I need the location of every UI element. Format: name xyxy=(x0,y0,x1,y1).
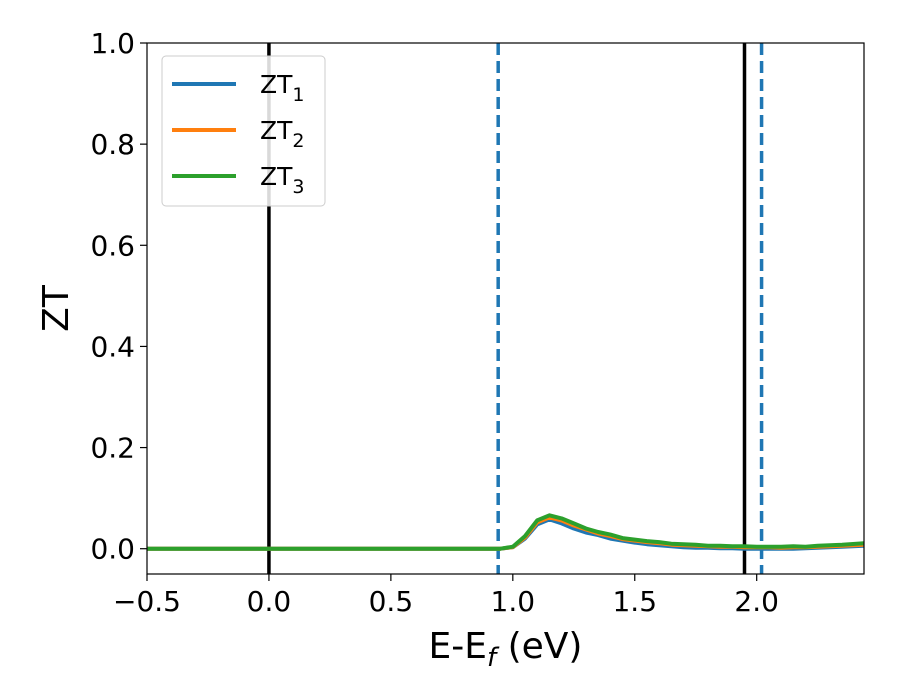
x-tick-label: 0.0 xyxy=(247,585,292,618)
plot-frame xyxy=(146,42,865,575)
y-tick-label: 0.6 xyxy=(90,229,135,262)
legend-label-3: ZT3 xyxy=(260,162,305,198)
series-line-3 xyxy=(147,513,864,551)
series-line-1 xyxy=(147,517,864,551)
y-tick-label: 0.8 xyxy=(90,128,135,161)
x-axis-label: E-Ef (eV) xyxy=(429,626,583,673)
x-tick-label: 1.5 xyxy=(612,585,657,618)
y-tick-label: 1.0 xyxy=(90,27,135,60)
series-line-2 xyxy=(147,515,864,551)
legend-label-2: ZT2 xyxy=(260,116,305,152)
y-tick-label: 0.0 xyxy=(90,533,135,566)
x-tick-label: 2.0 xyxy=(734,585,779,618)
y-axis-label: ZT xyxy=(36,284,77,332)
legend: ZT1 ZT2 ZT3 xyxy=(161,55,326,207)
x-tick-label: 1.0 xyxy=(491,585,536,618)
x-tick-label: 0.5 xyxy=(369,585,414,618)
legend-label-1: ZT1 xyxy=(260,70,305,106)
legend-box xyxy=(161,55,326,207)
x-tick-label: −0.5 xyxy=(113,585,181,618)
y-tick-label: 0.4 xyxy=(90,330,135,363)
y-tick-label: 0.2 xyxy=(90,432,135,465)
